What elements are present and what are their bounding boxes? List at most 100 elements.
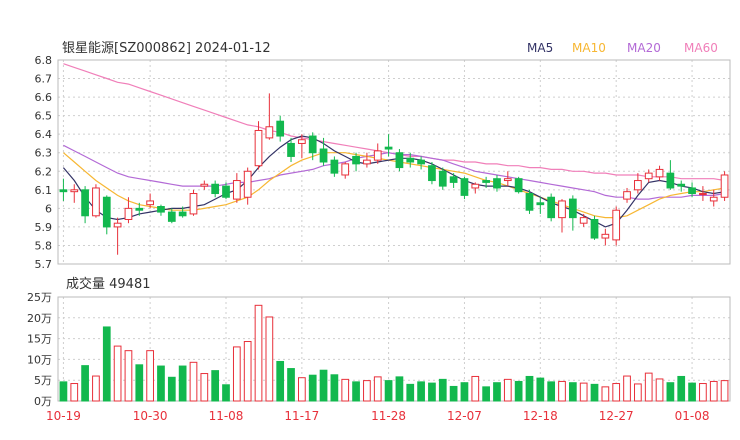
date-tick-label: 10-30	[133, 409, 168, 423]
volume-bar	[482, 386, 490, 402]
ma5-line	[62, 135, 725, 228]
candle	[471, 182, 480, 194]
volume-bar	[384, 380, 393, 402]
candle-body	[493, 178, 501, 189]
candle	[135, 202, 144, 216]
candle-body	[471, 183, 480, 189]
ma60-line	[63, 63, 725, 182]
candle-body	[298, 139, 306, 144]
candle-body	[395, 152, 404, 169]
candle	[92, 184, 100, 218]
volume-bar	[373, 376, 382, 402]
volume-bar	[167, 376, 176, 402]
volume-bar	[308, 374, 317, 402]
volume-bar	[612, 383, 621, 402]
date-tick-label: 10-19	[46, 409, 81, 423]
candle	[146, 193, 154, 209]
candle-body	[525, 193, 534, 211]
volume-bar	[601, 386, 610, 402]
volume-bar	[135, 364, 144, 402]
volume-bar	[124, 350, 133, 402]
candle-body	[341, 163, 350, 176]
candle-body	[417, 159, 425, 165]
volume-bar	[449, 385, 458, 402]
candle	[601, 228, 610, 246]
volume-bar	[590, 383, 599, 402]
candle-body	[254, 129, 263, 167]
volume-bar	[178, 365, 187, 402]
volume-bar	[341, 378, 350, 402]
candle	[406, 152, 415, 168]
date-tick-label: 11-17	[284, 409, 319, 423]
volume-bar	[200, 373, 209, 402]
candle	[232, 173, 241, 203]
volume-bar	[189, 361, 198, 402]
candle-body	[319, 148, 328, 163]
price-tick-label: 5.9	[35, 221, 53, 234]
ma20-line	[63, 144, 725, 200]
candle-body	[102, 196, 111, 228]
candle	[666, 160, 675, 190]
volume-frame	[57, 296, 731, 402]
candle	[558, 199, 566, 233]
price-tick-label: 6.3	[35, 147, 53, 160]
candle	[482, 176, 490, 188]
volume-bar	[254, 304, 263, 402]
candle	[59, 178, 68, 201]
volume-bar	[276, 360, 285, 402]
price-tick-label: 6.4	[35, 128, 53, 141]
price-tick-label: 5.7	[35, 258, 53, 271]
volume-bar	[330, 374, 339, 402]
candle-body	[655, 168, 664, 178]
candle	[568, 195, 577, 231]
volume-bar	[634, 383, 642, 402]
candle	[438, 167, 447, 190]
candle	[720, 171, 729, 201]
candle-body	[373, 150, 382, 161]
candle	[644, 169, 653, 183]
volume-bar	[460, 382, 469, 402]
candle	[612, 206, 621, 246]
legend: MA5 MA10 MA20 MA60	[527, 41, 718, 55]
candle	[70, 184, 79, 203]
price-tick-label: 6.8	[35, 54, 53, 67]
volume-bar	[395, 376, 404, 402]
volume-bar	[471, 375, 480, 402]
candle-body	[276, 120, 285, 137]
candle	[189, 189, 198, 216]
volume-bar	[146, 350, 154, 402]
candle-body	[688, 187, 696, 195]
volume-bar	[102, 326, 111, 402]
legend-ma10: MA10	[572, 41, 606, 55]
candle	[503, 171, 512, 187]
candle	[113, 217, 122, 255]
candle-body	[352, 155, 360, 165]
volume-bar	[438, 378, 447, 402]
candlesticks	[59, 93, 729, 255]
candle-body	[232, 180, 241, 200]
date-tick-label: 12-27	[599, 409, 634, 423]
volume-bar	[709, 380, 718, 402]
volume-bar	[70, 383, 79, 402]
volume-y-axis: 25万 20万 15万 10万 5万 0万	[27, 291, 52, 408]
candle-body	[200, 183, 209, 187]
volume-tick-label: 20万	[27, 312, 52, 325]
volume-bar	[558, 380, 566, 402]
candle-body	[59, 189, 68, 193]
candle-body	[547, 196, 556, 219]
candle-body	[189, 193, 198, 215]
candle	[536, 197, 545, 214]
candle-body	[558, 200, 566, 219]
candle-body	[157, 206, 165, 213]
price-frame	[57, 59, 731, 265]
candle-body	[113, 222, 122, 228]
price-tick-label: 6	[45, 202, 52, 215]
volume-bar	[92, 375, 100, 402]
candle	[341, 162, 350, 179]
candle-body	[666, 172, 675, 189]
candle-body	[720, 174, 729, 198]
candle	[265, 93, 274, 140]
price-y-axis: 6.8 6.7 6.6 6.5 6.4 6.3 6.2 6.1 6 5.9 5.8 5.7	[35, 54, 53, 271]
candle	[373, 143, 382, 164]
